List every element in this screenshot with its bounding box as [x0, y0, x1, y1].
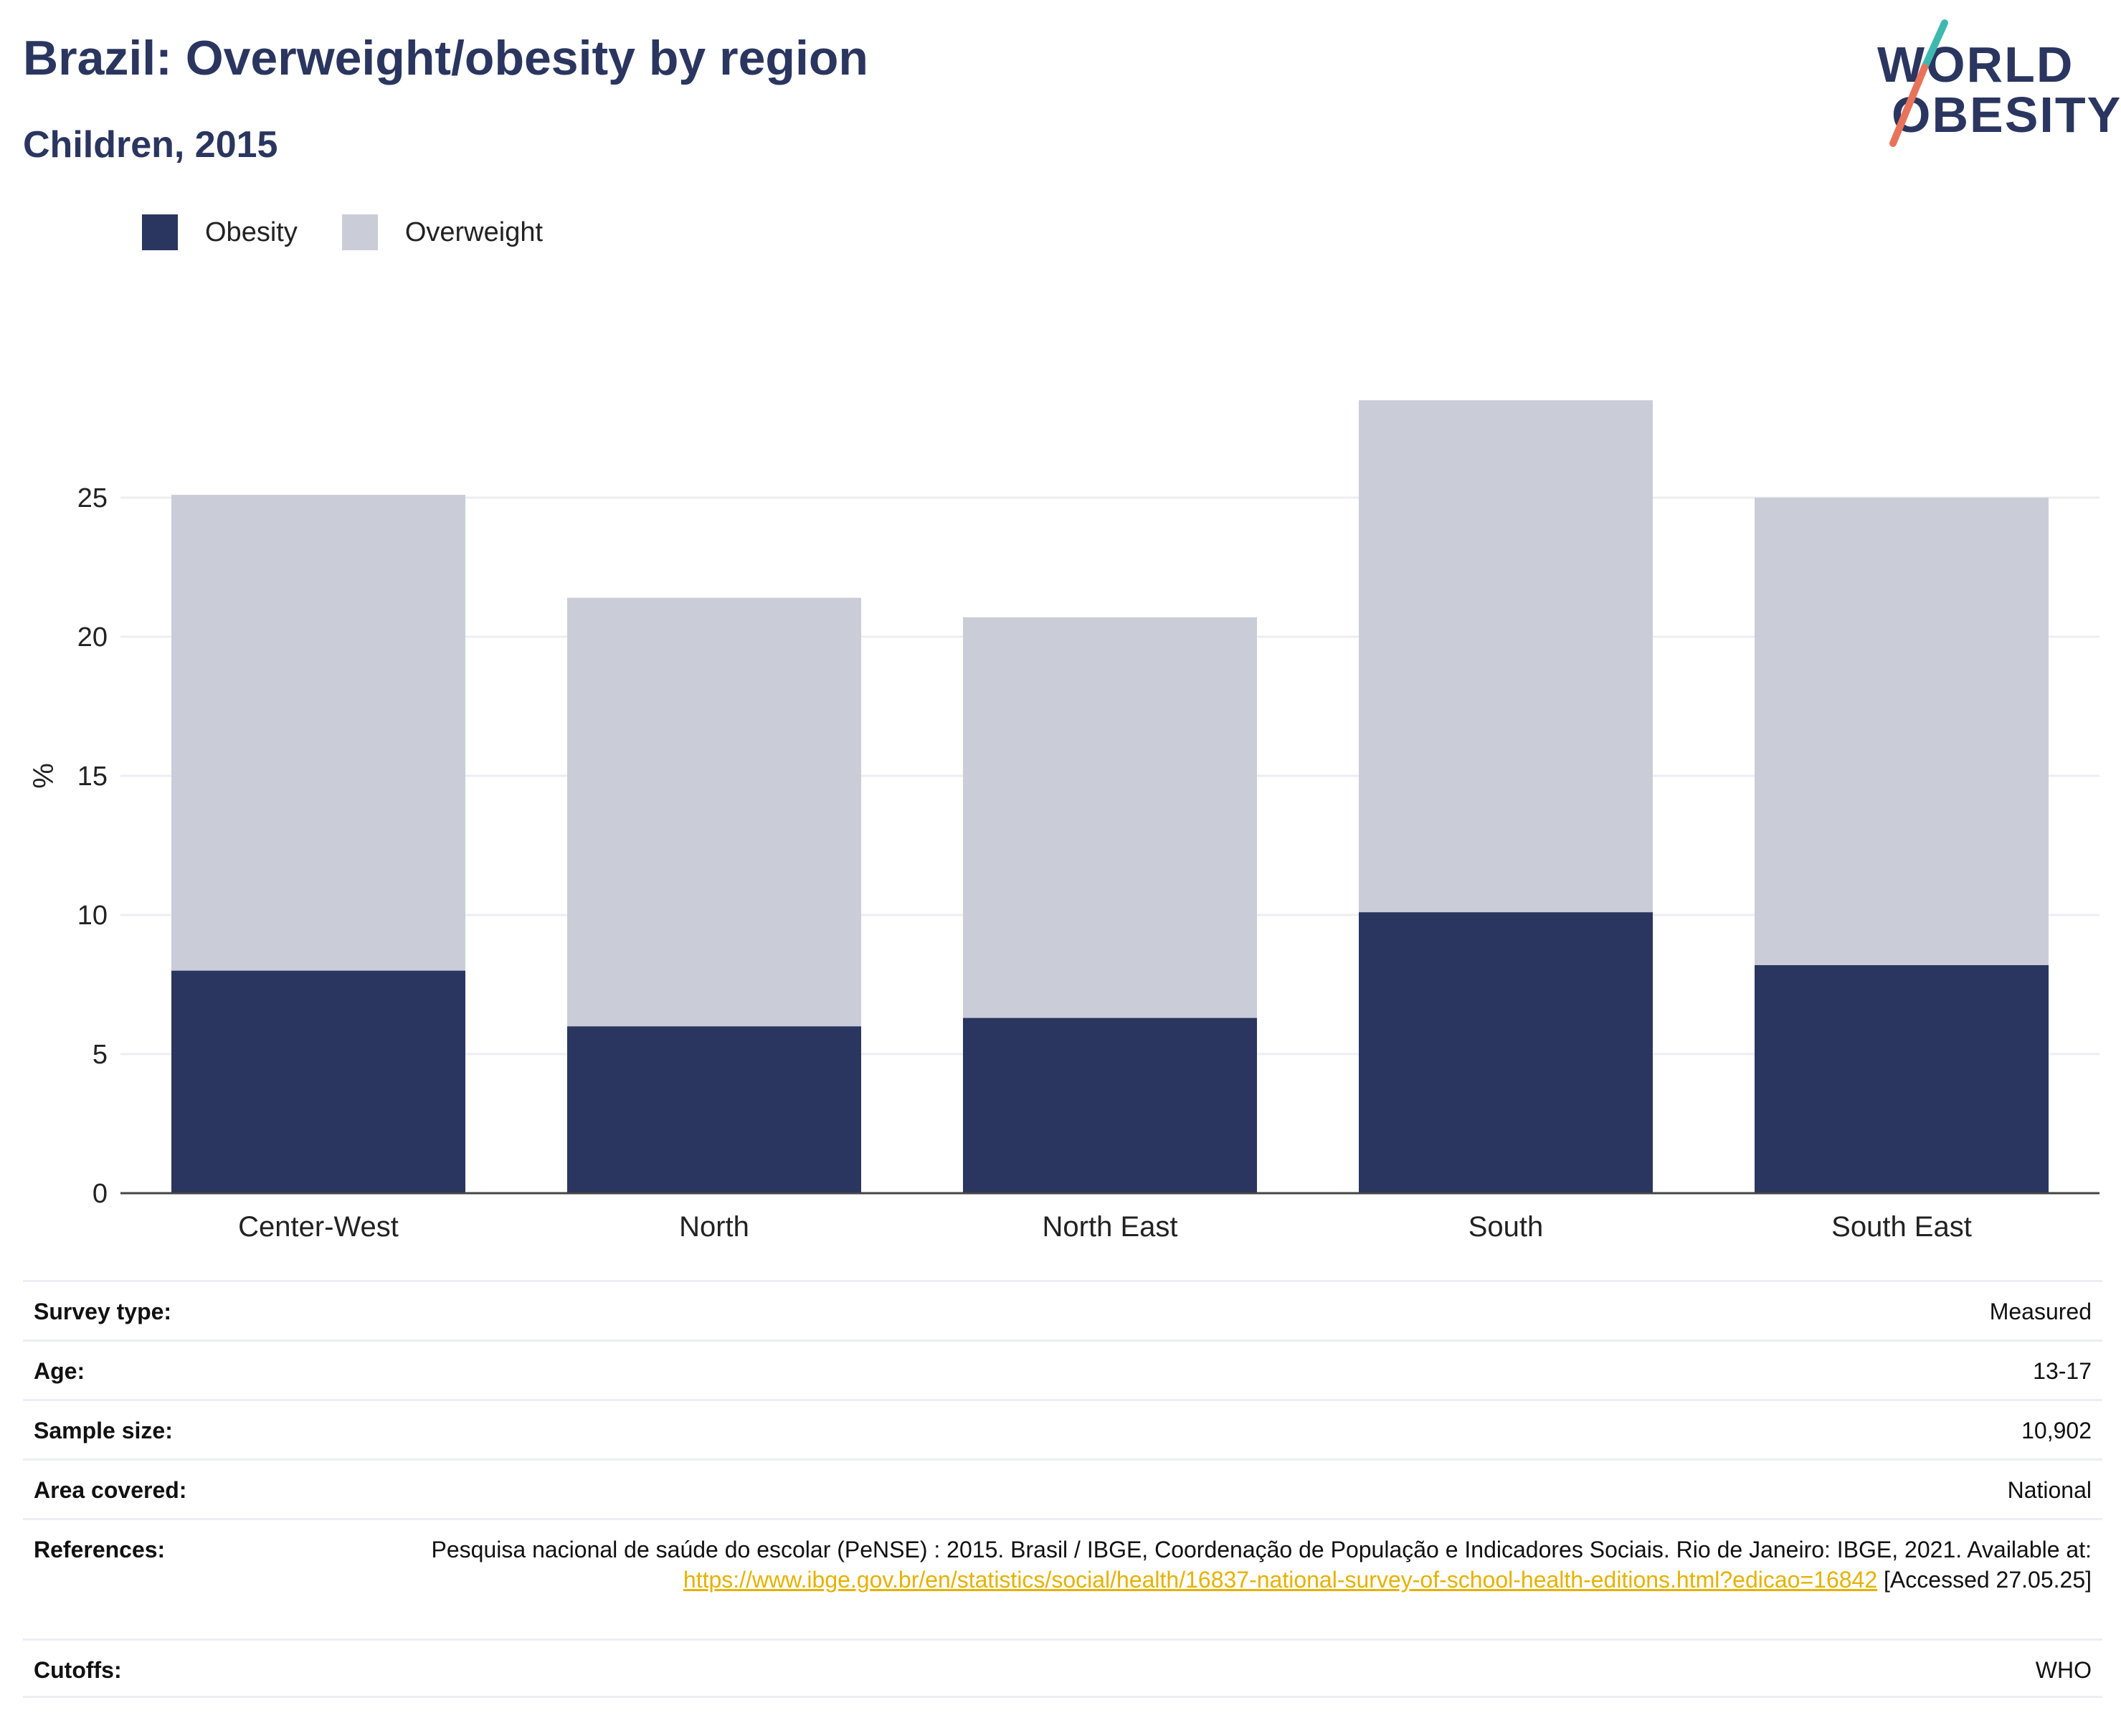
- info-value-cutoffs: WHO: [2035, 1657, 2092, 1683]
- info-label-survey-type: Survey type:: [34, 1299, 172, 1324]
- page-subtitle: Children, 2015: [23, 124, 278, 166]
- y-tick-label-20: 20: [77, 622, 108, 653]
- info-label-sample-size: Sample size:: [34, 1418, 173, 1443]
- legend-label-overweight: Overweight: [404, 217, 544, 247]
- legend-item-overweight[interactable]: Overweight: [341, 214, 544, 250]
- info-row-area-covered: Area covered: National: [23, 1458, 2102, 1518]
- logo-slash-icon: [1889, 19, 1948, 147]
- bar-obesity-north: [567, 1026, 861, 1193]
- info-value-references: Pesquisa nacional de saúde do escolar (P…: [371, 1520, 2092, 1595]
- world-obesity-logo: WORLD OBESITY: [1864, 14, 2120, 158]
- stacked-bar-chart: 0 5 10 15 20 25 Center-West North North East Sout…: [28, 400, 2099, 1243]
- info-value-survey-type: Measured: [1989, 1299, 2092, 1324]
- bar-overweight-center-west: [171, 495, 465, 971]
- info-label-area-covered: Area covered:: [34, 1477, 187, 1503]
- bar-overweight-north-east: [963, 617, 1257, 1018]
- x-tick-label-south: South: [1468, 1211, 1544, 1243]
- legend-label-obesity: Obesity: [205, 217, 298, 247]
- legend-swatch-obesity: [142, 214, 178, 250]
- legend-item-obesity[interactable]: Obesity: [142, 214, 298, 250]
- info-value-sample-size: 10,902: [2021, 1418, 2092, 1443]
- x-tick-label-north: North: [679, 1211, 749, 1243]
- info-value-area-covered: National: [2007, 1477, 2092, 1503]
- reference-link[interactable]: https://www.ibge.gov.br/en/statistics/so…: [683, 1567, 1878, 1593]
- x-tick-label-north-east: North East: [1043, 1211, 1178, 1243]
- info-value-age: 13-17: [2033, 1358, 2092, 1384]
- info-label-cutoffs: Cutoffs:: [34, 1657, 122, 1683]
- y-tick-label-0: 0: [92, 1179, 108, 1209]
- legend-swatch-overweight: [341, 214, 378, 250]
- chart-legend: Obesity Overweight: [142, 214, 587, 251]
- reference-text: Pesquisa nacional de saúde do escolar (P…: [431, 1537, 2092, 1562]
- y-tick-label-15: 15: [77, 762, 108, 792]
- info-row-age: Age: 13-17: [23, 1339, 2102, 1399]
- bar-overweight-north: [567, 597, 861, 1027]
- info-row-survey-type: Survey type: Measured: [23, 1280, 2102, 1339]
- x-tick-label-center-west: Center-West: [238, 1211, 399, 1243]
- info-row-sample-size: Sample size: 10,902: [23, 1399, 2102, 1458]
- y-tick-label-5: 5: [92, 1040, 108, 1070]
- reference-accessed: [Accessed 27.05.25]: [1877, 1567, 2092, 1593]
- y-tick-label-25: 25: [77, 483, 108, 513]
- bar-obesity-north-east: [963, 1018, 1257, 1193]
- info-label-age: Age:: [34, 1358, 85, 1384]
- survey-info-table: Survey type: Measured Age: 13-17 Sample …: [23, 1280, 2102, 1698]
- y-axis-label: %: [28, 763, 60, 789]
- logo-line-1: WORLD: [1877, 37, 2074, 93]
- logo-line-2: OBESITY: [1892, 87, 2121, 143]
- info-row-references: References: Pesquisa nacional de saúde d…: [23, 1518, 2102, 1638]
- info-label-references: References:: [34, 1537, 166, 1562]
- page-title: Brazil: Overweight/obesity by region: [23, 31, 868, 85]
- y-tick-label-10: 10: [77, 901, 108, 931]
- bar-obesity-south: [1359, 912, 1653, 1193]
- bar-obesity-center-west: [171, 970, 465, 1193]
- bar-overweight-south: [1359, 400, 1653, 913]
- x-tick-label-south-east: South East: [1831, 1211, 1972, 1243]
- bar-obesity-south-east: [1755, 964, 2049, 1193]
- info-row-cutoffs: Cutoffs: WHO: [23, 1638, 2102, 1698]
- bar-overweight-south-east: [1755, 498, 2049, 965]
